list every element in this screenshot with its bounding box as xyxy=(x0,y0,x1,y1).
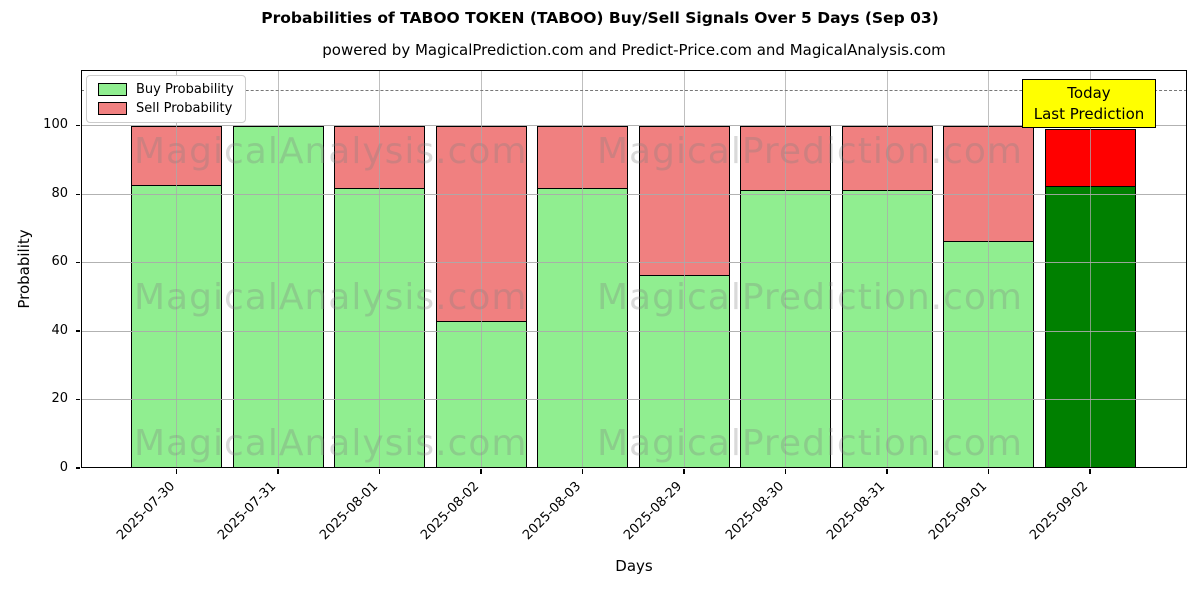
gridline-v xyxy=(785,70,786,468)
legend-sell-swatch xyxy=(98,102,127,115)
y-tick-mark xyxy=(75,330,80,332)
y-tick-mark xyxy=(75,262,80,264)
plot-area: Buy Probability Sell Probability Today L… xyxy=(75,70,1187,474)
y-tick-label: 80 xyxy=(51,185,68,201)
watermark-text: MagicalPrediction.com xyxy=(597,277,1023,318)
x-tick-label: 2025-07-31 xyxy=(215,479,280,544)
legend-sell-label: Sell Probability xyxy=(136,101,233,116)
x-tick-mark xyxy=(175,469,178,474)
x-tick-label: 2025-09-02 xyxy=(1027,479,1092,544)
gridline-v xyxy=(683,70,685,468)
gridline-v xyxy=(277,70,279,468)
x-tick-label: 2025-08-30 xyxy=(723,479,788,544)
y-tick-mark xyxy=(75,193,80,195)
y-tick-label: 20 xyxy=(51,391,68,407)
y-tick-label: 100 xyxy=(43,117,68,133)
x-tick-label: 2025-08-02 xyxy=(418,479,483,544)
today-annotation-line2: Last Prediction xyxy=(1033,104,1145,123)
x-tick-label: 2025-07-30 xyxy=(114,479,179,544)
gridline-v xyxy=(886,70,888,468)
x-tick-mark xyxy=(784,469,787,474)
gridline-v xyxy=(1089,70,1091,468)
gridline-v xyxy=(988,70,989,468)
x-tick-mark xyxy=(581,469,584,474)
watermark-text: MagicalPrediction.com xyxy=(597,131,1023,172)
gridline-h-40 xyxy=(81,330,1187,332)
y-tick-mark xyxy=(75,398,80,401)
gridline-v xyxy=(176,70,177,468)
watermark-text: MagicalPrediction.com xyxy=(597,423,1023,464)
watermark-text: MagicalAnalysis.com xyxy=(134,423,528,464)
legend-entry-sell: Sell Probability xyxy=(98,102,234,115)
gridline-v xyxy=(582,70,583,468)
y-tick-label: 60 xyxy=(51,254,68,270)
x-tick-mark xyxy=(480,469,482,474)
x-tick-mark xyxy=(683,469,685,474)
gridline-h-100 xyxy=(81,125,1187,127)
legend-buy-label: Buy Probability xyxy=(136,82,234,97)
x-tick-mark xyxy=(277,469,279,474)
chart-subtitle: powered by MagicalPrediction.com and Pre… xyxy=(322,41,946,59)
gridline-v xyxy=(480,70,482,468)
x-tick-mark xyxy=(1089,469,1091,474)
x-tick-label: 2025-08-31 xyxy=(824,479,889,544)
x-tick-mark xyxy=(886,469,888,474)
x-tick-label: 2025-08-03 xyxy=(520,479,585,544)
x-axis-label: Days xyxy=(615,557,653,575)
x-tick-mark xyxy=(987,469,990,474)
x-tick-label: 2025-08-01 xyxy=(317,479,382,544)
today-annotation: Today Last Prediction xyxy=(1022,79,1156,129)
x-tick-label: 2025-08-29 xyxy=(621,479,686,544)
x-tick-mark xyxy=(378,469,381,474)
chart-title: Probabilities of TABOO TOKEN (TABOO) Buy… xyxy=(261,9,939,27)
y-tick-mark xyxy=(75,467,80,469)
gridline-h-80 xyxy=(81,193,1187,195)
legend-entry-buy: Buy Probability xyxy=(98,83,234,96)
y-tick-mark xyxy=(75,125,80,127)
y-tick-label: 40 xyxy=(51,322,68,338)
gridline-v xyxy=(379,70,380,468)
today-annotation-line1: Today xyxy=(1067,84,1111,102)
y-tick-label: 0 xyxy=(59,459,68,475)
gridline-h-20 xyxy=(81,399,1187,401)
watermark-text: MagicalAnalysis.com xyxy=(134,131,528,172)
gridline-h-60 xyxy=(81,262,1187,264)
legend: Buy Probability Sell Probability xyxy=(86,75,246,123)
x-tick-label: 2025-09-01 xyxy=(926,479,991,544)
legend-buy-swatch xyxy=(98,83,127,96)
watermark-text: MagicalAnalysis.com xyxy=(134,277,528,318)
dashed-threshold-line xyxy=(81,89,1187,91)
